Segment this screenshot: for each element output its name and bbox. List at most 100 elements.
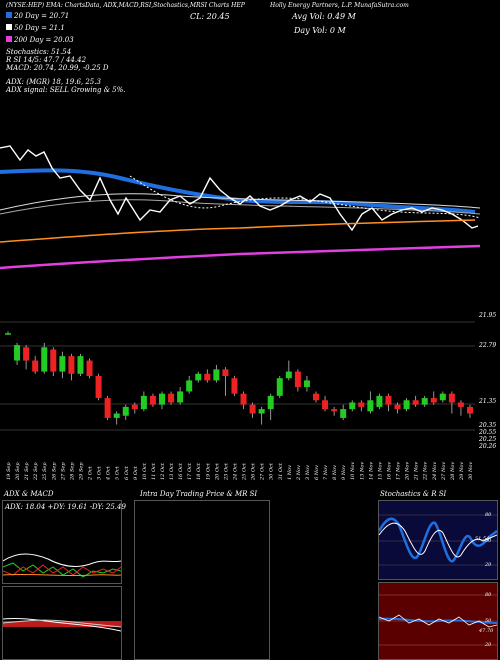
adx-plot bbox=[3, 553, 121, 578]
date-label: 16 Oct bbox=[178, 462, 184, 480]
date-label: 27 Sep bbox=[60, 462, 66, 481]
date-label: 23 Oct bbox=[223, 462, 229, 481]
candle-body bbox=[303, 380, 310, 388]
date-label: 19 Oct bbox=[205, 462, 211, 480]
macd-histogram bbox=[3, 621, 121, 627]
stoch-title: Stochastics & R SI bbox=[380, 490, 447, 498]
adx-values: ADX: 18.04 +DY: 19.61 -DY: 25.49 bbox=[5, 503, 126, 511]
date-label: 3 Oct bbox=[97, 465, 103, 480]
date-label: 16 Nov bbox=[386, 462, 392, 480]
price-axis-5: 20.25 bbox=[479, 436, 497, 443]
day-vol-label: Day Vol: 0 M bbox=[294, 26, 346, 35]
candle-body bbox=[276, 378, 283, 396]
candle-body bbox=[267, 395, 274, 410]
date-label: 8 Nov bbox=[332, 465, 338, 480]
ema20-legend: 20 Day = 20.71 bbox=[6, 12, 69, 20]
ema50-swatch bbox=[6, 24, 12, 30]
candle-body bbox=[177, 391, 184, 403]
date-label: 6 Nov bbox=[314, 465, 320, 480]
macd-label: MACD: 20.74, 20.99, -0.25 D bbox=[6, 64, 109, 72]
date-label: 26 Sep bbox=[51, 462, 57, 481]
candle-body bbox=[376, 395, 383, 407]
date-label: 25 Sep bbox=[42, 462, 48, 481]
adx-label: ADX: (MGR) 18, 19.6, 25.3 bbox=[6, 78, 101, 86]
stoch-axis-80: 80 bbox=[485, 512, 492, 518]
rsi-label: R SI 14/5: 47.7 / 44.42 bbox=[6, 56, 87, 64]
candle-body bbox=[213, 369, 220, 381]
date-label: 25 Oct bbox=[242, 462, 248, 481]
date-label: 20 Nov bbox=[405, 462, 411, 481]
candle-body bbox=[421, 398, 428, 405]
candle-body bbox=[50, 349, 57, 372]
ema200-swatch bbox=[6, 36, 12, 42]
ema-slow-line bbox=[0, 199, 481, 215]
adx-line-red bbox=[3, 564, 121, 576]
price-axis-1: 22.79 bbox=[479, 342, 497, 349]
ema200-legend: 200 Day = 20.03 bbox=[6, 36, 74, 44]
price-axis-2: 21.35 bbox=[479, 398, 497, 405]
date-label: 17 Oct bbox=[187, 462, 193, 480]
candle-body bbox=[204, 373, 211, 381]
ema20-line bbox=[0, 168, 476, 214]
candle-body bbox=[186, 380, 193, 392]
date-label: 4 Oct bbox=[106, 465, 112, 481]
rsi-line-white bbox=[379, 614, 497, 628]
date-label: 27 Nov bbox=[441, 462, 447, 481]
candle-grid bbox=[0, 321, 475, 431]
stoch-value: 51.54 bbox=[475, 536, 490, 542]
avg-vol-label: Avg Vol: 0.49 M bbox=[292, 12, 356, 21]
rsi-plot bbox=[379, 594, 497, 646]
candle-body bbox=[385, 395, 392, 405]
meta-line: (NYSE:HEP) EMA: ChartsData, ADX,MACD,RSI… bbox=[6, 2, 245, 9]
date-label: 21 Nov bbox=[414, 462, 420, 481]
price-axis-3: 20.35 bbox=[479, 422, 497, 429]
date-label: 7 Nov bbox=[323, 465, 329, 480]
date-label: 18 Oct bbox=[196, 462, 202, 480]
candle-body bbox=[122, 406, 129, 416]
adx-panel: ADX: 18.04 +DY: 19.61 -DY: 25.49 bbox=[2, 500, 126, 584]
date-label: 24 Oct bbox=[232, 462, 238, 481]
date-label: 11 Oct bbox=[151, 462, 157, 480]
date-label: 22 Nov bbox=[423, 462, 429, 481]
candle-body bbox=[140, 395, 147, 410]
date-label: 20 Oct bbox=[214, 462, 220, 481]
candle-body bbox=[231, 378, 238, 394]
date-label: 14 Nov bbox=[368, 462, 374, 480]
candle-body bbox=[457, 402, 464, 407]
candle-body bbox=[340, 409, 347, 418]
adx-line-orange bbox=[3, 573, 121, 577]
date-label: 15 Nov bbox=[377, 462, 383, 480]
candle-body bbox=[77, 356, 84, 374]
company-line: Holly Energy Partners, L.P. MunafaSutra.… bbox=[270, 2, 409, 9]
intraday-title: Intra Day Trading Price & MR SI bbox=[140, 490, 258, 498]
date-label: 30 Oct bbox=[269, 462, 275, 480]
date-label: 5 Oct bbox=[115, 465, 121, 480]
ema200-line bbox=[0, 244, 481, 270]
candle-body bbox=[403, 400, 410, 410]
candle-body bbox=[95, 376, 102, 399]
candle-body bbox=[258, 409, 265, 414]
date-label: 3 Nov bbox=[305, 465, 311, 480]
candle-body bbox=[439, 393, 446, 401]
date-label: 1 Nov bbox=[287, 465, 293, 480]
ema50-legend: 50 Day = 21.1 bbox=[6, 24, 65, 32]
candle-body bbox=[168, 393, 175, 403]
candle-body bbox=[195, 373, 202, 381]
candle-body bbox=[41, 347, 48, 372]
candle-body bbox=[23, 347, 30, 361]
candle-body bbox=[394, 404, 401, 410]
date-label: 24 Nov bbox=[432, 462, 438, 481]
date-label: 28 Nov bbox=[450, 462, 456, 481]
macd-plot bbox=[3, 618, 121, 632]
candle-body bbox=[313, 393, 319, 401]
candle-body bbox=[159, 393, 165, 405]
candle-body bbox=[86, 360, 93, 376]
candle-body bbox=[59, 356, 66, 372]
date-labels: 19 Sep 20 Sep 21 Sep 22 Sep 25 Sep 26 Sep 27 S… bbox=[6, 462, 474, 481]
candle-body bbox=[430, 398, 437, 403]
candle-body bbox=[285, 371, 292, 379]
candle-body bbox=[294, 371, 301, 388]
date-label: 13 Oct bbox=[169, 462, 175, 480]
